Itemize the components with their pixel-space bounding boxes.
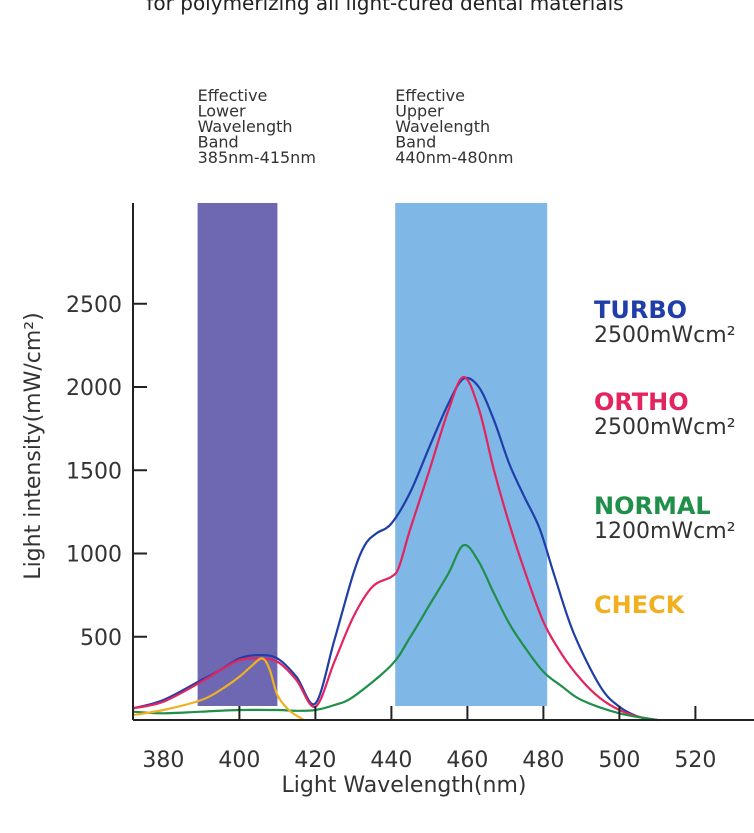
band-label-line: Lower bbox=[198, 102, 246, 121]
series-line-turbo bbox=[132, 376, 658, 722]
x-axis-title: Light Wavelength(nm) bbox=[282, 773, 527, 798]
x-tick-label: 520 bbox=[674, 748, 716, 773]
band-label-line: Wavelength bbox=[395, 117, 490, 136]
axes-layer bbox=[132, 203, 754, 721]
series-line-check bbox=[132, 657, 305, 721]
chart-subtitle: for polymerizing all light-cured dental … bbox=[146, 0, 623, 15]
series-line-ortho bbox=[132, 375, 658, 722]
y-axis-title: Light intensity(mW/cm²) bbox=[21, 312, 46, 579]
y-tick-label: 500 bbox=[80, 626, 122, 651]
x-tick-label: 400 bbox=[218, 748, 260, 773]
legend-name-normal: NORMAL bbox=[594, 492, 711, 520]
ticks-layer: 500 1000 1500 2000 2500 380 400 420 440 460 480 500… bbox=[66, 293, 716, 773]
y-tick-label: 2500 bbox=[66, 293, 122, 318]
band-1 bbox=[197, 203, 278, 706]
x-tick-label: 440 bbox=[370, 748, 412, 773]
y-tick-label: 1000 bbox=[66, 543, 122, 568]
bands-layer bbox=[197, 203, 548, 706]
series-line-normal bbox=[132, 543, 658, 722]
band-2 bbox=[395, 203, 548, 706]
x-tick-label: 480 bbox=[522, 748, 564, 773]
band-label-line: Effective bbox=[395, 86, 465, 105]
series-layer bbox=[132, 375, 658, 722]
band-label-line: 385nm-415nm bbox=[198, 148, 316, 167]
y-tick-label: 2000 bbox=[66, 376, 122, 401]
x-tick-label: 500 bbox=[598, 748, 640, 773]
legend-value-turbo: 2500mWcm² bbox=[594, 323, 736, 348]
legend-value-normal: 1200mWcm² bbox=[594, 519, 736, 544]
legend-name-ortho: ORTHO bbox=[594, 388, 689, 416]
x-tick-label: 460 bbox=[446, 748, 488, 773]
band-label-line: Effective bbox=[198, 86, 268, 105]
legend-layer: TURBO2500mWcm²ORTHO2500mWcm²NORMAL1200mW… bbox=[594, 296, 736, 619]
band-label-2: Effective Upper Wavelength Band 440nm-480nm bbox=[395, 86, 513, 167]
band-label-line: Band bbox=[395, 133, 436, 152]
band-label-line: Wavelength bbox=[198, 117, 293, 136]
legend-value-ortho: 2500mWcm² bbox=[594, 415, 736, 440]
band-labels-layer: Effective Lower Wavelength Band 385nm-415nmE… bbox=[198, 86, 514, 167]
legend-name-turbo: TURBO bbox=[594, 296, 687, 324]
legend-name-check: CHECK bbox=[594, 591, 686, 619]
x-tick-label: 420 bbox=[294, 748, 336, 773]
band-label-line: Upper bbox=[395, 102, 444, 121]
y-tick-label: 1500 bbox=[66, 459, 122, 484]
x-tick-label: 380 bbox=[142, 748, 184, 773]
band-label-line: Band bbox=[198, 133, 239, 152]
band-label-line: 440nm-480nm bbox=[395, 148, 513, 167]
band-label-1: Effective Lower Wavelength Band 385nm-415nm bbox=[198, 86, 316, 167]
